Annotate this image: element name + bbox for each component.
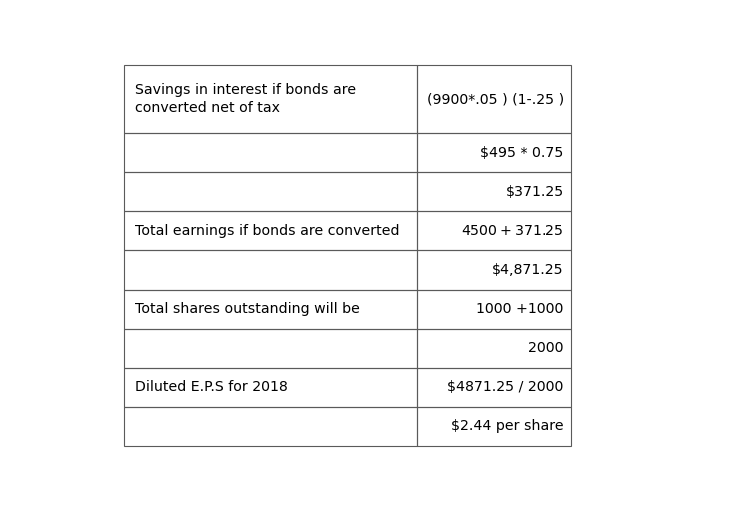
Bar (417, 290, 571, 329)
Bar (417, 329, 571, 368)
Bar (417, 211, 571, 250)
Bar (417, 172, 571, 211)
Text: Total shares outstanding will be: Total shares outstanding will be (134, 302, 360, 316)
Bar (124, 407, 417, 446)
Bar (124, 133, 417, 172)
Text: 2000: 2000 (528, 341, 564, 355)
Text: $4,871.25: $4,871.25 (493, 263, 564, 277)
Bar (124, 368, 417, 407)
Bar (417, 250, 571, 290)
Text: $2.44 per share: $2.44 per share (451, 420, 564, 433)
Text: (9900*.05 ) (1-.25 ): (9900*.05 ) (1-.25 ) (426, 92, 564, 106)
Text: $4871.25 / 2000: $4871.25 / 2000 (448, 380, 564, 394)
Bar (124, 211, 417, 250)
Text: $4500+ $371.25: $4500+ $371.25 (461, 224, 564, 238)
Bar (124, 329, 417, 368)
Text: $371.25: $371.25 (506, 185, 564, 199)
Bar (417, 407, 571, 446)
Bar (124, 250, 417, 290)
Bar (124, 290, 417, 329)
Text: Total earnings if bonds are converted: Total earnings if bonds are converted (134, 224, 399, 238)
Text: Savings in interest if bonds are
converted net of tax: Savings in interest if bonds are convert… (134, 83, 356, 115)
Text: 1000 +1000: 1000 +1000 (476, 302, 564, 316)
Bar (124, 65, 417, 133)
Bar (417, 368, 571, 407)
Text: Diluted E.P.S for 2018: Diluted E.P.S for 2018 (134, 380, 287, 394)
Bar (417, 65, 571, 133)
Text: $495 * 0.75: $495 * 0.75 (481, 146, 564, 160)
Bar (417, 133, 571, 172)
Bar (124, 172, 417, 211)
